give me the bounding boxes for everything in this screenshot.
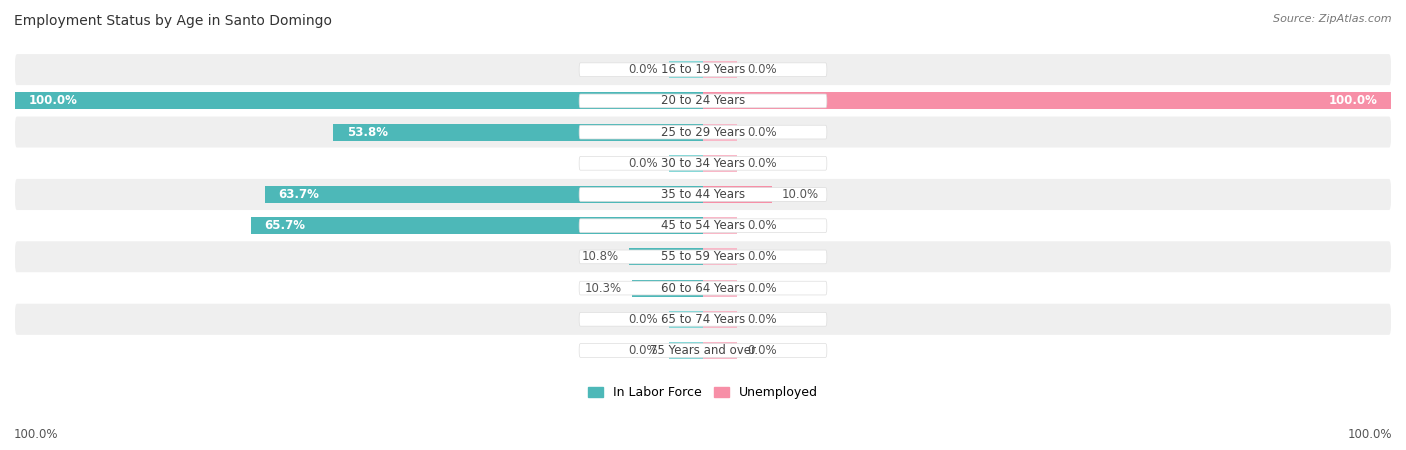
FancyBboxPatch shape [579,281,827,295]
FancyBboxPatch shape [15,179,1391,210]
Text: 0.0%: 0.0% [748,63,778,76]
Legend: In Labor Force, Unemployed: In Labor Force, Unemployed [583,381,823,404]
Text: Employment Status by Age in Santo Domingo: Employment Status by Age in Santo Doming… [14,14,332,27]
Text: 25 to 29 Years: 25 to 29 Years [661,126,745,139]
Text: 0.0%: 0.0% [748,282,778,295]
Bar [669,342,703,359]
Bar [669,155,703,172]
Text: 0.0%: 0.0% [748,219,778,232]
Text: 0.0%: 0.0% [628,313,658,326]
Text: 20 to 24 Years: 20 to 24 Years [661,94,745,108]
Bar [703,61,737,78]
Text: 100.0%: 100.0% [28,94,77,108]
Bar [703,155,737,172]
Text: 65.7%: 65.7% [264,219,305,232]
Text: 10.8%: 10.8% [581,250,619,263]
Bar [703,310,737,328]
Bar [703,92,1391,109]
FancyBboxPatch shape [15,117,1391,148]
Text: Source: ZipAtlas.com: Source: ZipAtlas.com [1274,14,1392,23]
Text: 10.3%: 10.3% [585,282,621,295]
FancyBboxPatch shape [579,344,827,357]
Text: 53.8%: 53.8% [347,126,388,139]
FancyBboxPatch shape [15,210,1391,241]
Text: 0.0%: 0.0% [748,250,778,263]
Bar [703,342,737,359]
Bar [703,124,737,141]
Bar [703,279,737,297]
Text: 0.0%: 0.0% [628,63,658,76]
Bar [669,61,703,78]
Text: 75 Years and over: 75 Years and over [650,344,756,357]
Text: 100.0%: 100.0% [14,428,59,441]
Text: 45 to 54 Years: 45 to 54 Years [661,219,745,232]
Bar [15,92,703,109]
Text: 65 to 74 Years: 65 to 74 Years [661,313,745,326]
FancyBboxPatch shape [15,148,1391,179]
Bar [669,310,703,328]
FancyBboxPatch shape [579,125,827,139]
Text: 35 to 44 Years: 35 to 44 Years [661,188,745,201]
Text: 63.7%: 63.7% [278,188,319,201]
Bar [703,248,737,266]
Text: 30 to 34 Years: 30 to 34 Years [661,157,745,170]
FancyBboxPatch shape [579,219,827,233]
Text: 0.0%: 0.0% [748,313,778,326]
Bar [633,279,703,297]
Text: 60 to 64 Years: 60 to 64 Years [661,282,745,295]
Text: 0.0%: 0.0% [748,344,778,357]
FancyBboxPatch shape [579,188,827,201]
Text: 16 to 19 Years: 16 to 19 Years [661,63,745,76]
Text: 10.0%: 10.0% [782,188,820,201]
FancyBboxPatch shape [15,335,1391,366]
FancyBboxPatch shape [15,86,1391,117]
Bar [628,248,703,266]
FancyBboxPatch shape [579,63,827,76]
Text: 0.0%: 0.0% [748,157,778,170]
Text: 100.0%: 100.0% [1347,428,1392,441]
Text: 100.0%: 100.0% [1329,94,1378,108]
Bar [264,186,703,203]
Text: 0.0%: 0.0% [628,344,658,357]
FancyBboxPatch shape [579,157,827,170]
Text: 55 to 59 Years: 55 to 59 Years [661,250,745,263]
Text: 0.0%: 0.0% [748,126,778,139]
FancyBboxPatch shape [579,94,827,108]
FancyBboxPatch shape [15,241,1391,273]
Bar [252,217,703,234]
Text: 0.0%: 0.0% [628,157,658,170]
Bar [703,217,737,234]
FancyBboxPatch shape [579,250,827,264]
Bar [333,124,703,141]
Bar [703,186,772,203]
FancyBboxPatch shape [15,54,1391,86]
FancyBboxPatch shape [15,304,1391,335]
FancyBboxPatch shape [15,273,1391,304]
FancyBboxPatch shape [579,312,827,326]
